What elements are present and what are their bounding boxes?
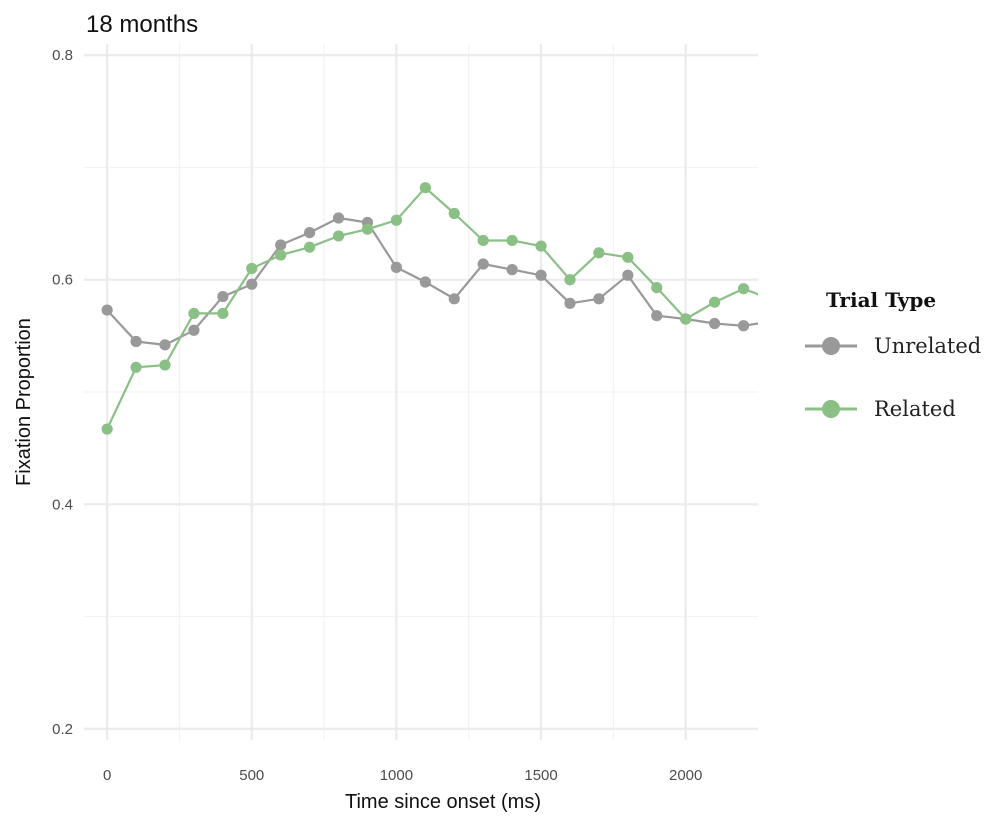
data-point-related: [130, 361, 142, 373]
data-point-unrelated: [332, 212, 345, 224]
data-point-related: [217, 307, 229, 320]
data-point-unrelated: [448, 293, 460, 305]
major-vertical-gridlines: [106, 44, 687, 740]
minor-horizontal-gridlines: [84, 166, 758, 618]
data-point-related: [737, 283, 750, 295]
data-point-unrelated: [477, 258, 489, 270]
data-point-unrelated: [535, 269, 547, 281]
x-tick-label: 2000: [669, 767, 702, 784]
data-point-unrelated: [246, 278, 258, 290]
data-point-unrelated: [188, 324, 200, 336]
y-axis-tick-labels: 0.2 0.4 0.6 0.8: [52, 47, 73, 738]
series-layer: [101, 182, 778, 435]
legend: Trial Type Unrelated Related: [805, 288, 981, 421]
data-point-unrelated: [593, 293, 605, 305]
y-tick-label: 0.8: [52, 47, 73, 64]
data-point-related: [101, 423, 113, 435]
y-axis-title: Fixation Proportion: [13, 318, 35, 486]
x-axis-title: Time since onset (ms): [345, 791, 541, 813]
data-point-unrelated: [622, 269, 634, 281]
x-tick-label: 0: [103, 767, 111, 784]
data-point-unrelated: [275, 239, 287, 251]
data-point-related: [448, 207, 460, 220]
data-point-related: [622, 251, 634, 263]
series-related: [101, 182, 778, 435]
data-point-related: [246, 262, 258, 275]
x-tick-label: 1000: [380, 767, 413, 784]
data-point-unrelated: [419, 276, 431, 288]
chart-title: 18 months: [86, 11, 198, 38]
data-point-unrelated: [304, 226, 316, 239]
series-line-related: [106, 186, 758, 430]
data-point-related: [535, 240, 547, 252]
x-tick-label: 1500: [524, 767, 557, 784]
legend-title: Trial Type: [826, 288, 936, 312]
y-tick-label: 0.6: [52, 272, 73, 289]
data-point-related: [564, 274, 576, 286]
data-point-related: [767, 294, 778, 305]
data-point-related: [390, 214, 403, 226]
data-point-related: [477, 234, 489, 247]
data-point-related: [651, 282, 663, 294]
data-point-unrelated: [737, 320, 750, 332]
data-point-related: [506, 234, 518, 247]
data-point-related: [188, 307, 200, 320]
data-point-unrelated: [101, 304, 113, 316]
x-tick-label: 500: [239, 767, 264, 784]
data-point-unrelated: [130, 335, 142, 348]
data-point-related: [332, 230, 345, 242]
data-point-related: [593, 247, 605, 259]
series-unrelated: [101, 212, 778, 351]
data-point-unrelated: [217, 290, 229, 303]
y-tick-label: 0.4: [52, 496, 73, 513]
data-point-unrelated: [159, 339, 171, 351]
data-point-related: [709, 296, 721, 308]
minor-vertical-gridlines: [178, 44, 614, 740]
data-point-related: [361, 223, 374, 235]
legend-label: Unrelated: [874, 334, 981, 358]
data-point-unrelated: [651, 310, 663, 322]
legend-item-related: Related: [805, 397, 956, 421]
series-line-unrelated: [106, 216, 758, 346]
data-point-unrelated: [506, 264, 518, 276]
legend-label: Related: [874, 397, 956, 421]
data-point-unrelated: [767, 316, 778, 327]
legend-item-unrelated: Unrelated: [805, 334, 981, 358]
data-point-related: [159, 359, 171, 371]
legend-items: Unrelated Related: [805, 334, 981, 421]
legend-key-point: [822, 400, 840, 418]
data-point-related: [419, 182, 431, 194]
data-point-related: [680, 313, 692, 325]
x-axis-tick-labels: 0 500 1000 1500 2000: [103, 767, 702, 784]
data-point-related: [275, 249, 287, 261]
data-point-related: [304, 241, 316, 253]
data-point-unrelated: [390, 261, 403, 273]
y-tick-label: 0.2: [52, 721, 73, 738]
data-point-unrelated: [709, 317, 721, 330]
legend-key-point: [822, 337, 840, 355]
data-point-unrelated: [564, 297, 576, 309]
